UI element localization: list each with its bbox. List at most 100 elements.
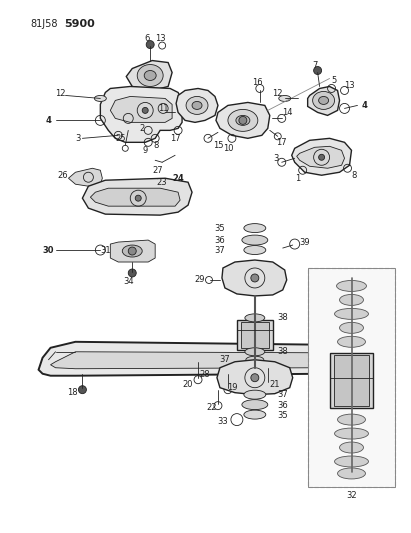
Text: 6: 6 [145, 34, 150, 43]
Bar [308, 268, 395, 487]
Ellipse shape [122, 245, 142, 257]
Text: 15: 15 [213, 141, 223, 150]
Ellipse shape [244, 224, 266, 232]
Ellipse shape [337, 414, 365, 425]
Circle shape [128, 269, 136, 277]
Polygon shape [110, 96, 172, 123]
Bar [330, 353, 374, 408]
Text: 26: 26 [57, 171, 68, 180]
Polygon shape [83, 178, 192, 215]
Circle shape [146, 41, 154, 49]
Text: 38: 38 [277, 348, 288, 356]
Text: 38: 38 [277, 313, 288, 322]
Text: 33: 33 [217, 417, 229, 426]
Polygon shape [51, 352, 339, 369]
Ellipse shape [242, 235, 268, 245]
Text: 29: 29 [195, 276, 205, 285]
Circle shape [128, 247, 136, 255]
Polygon shape [90, 188, 180, 206]
Text: 37: 37 [215, 246, 225, 255]
Ellipse shape [244, 390, 266, 399]
Bar [308, 268, 395, 487]
Text: 13: 13 [344, 81, 355, 90]
Circle shape [314, 67, 321, 75]
Polygon shape [217, 360, 293, 394]
Ellipse shape [242, 400, 268, 410]
Text: 31: 31 [100, 246, 111, 255]
Polygon shape [176, 88, 218, 123]
Bar [334, 355, 369, 406]
Bar [241, 322, 269, 348]
Ellipse shape [192, 101, 202, 109]
Text: 12: 12 [272, 89, 283, 98]
Text: 5: 5 [331, 76, 336, 85]
Text: 2: 2 [140, 124, 145, 133]
Ellipse shape [228, 109, 258, 131]
Circle shape [251, 374, 259, 382]
Ellipse shape [244, 410, 266, 419]
Text: 8: 8 [153, 141, 159, 150]
Text: 5900: 5900 [65, 19, 95, 29]
Ellipse shape [236, 116, 250, 125]
Ellipse shape [337, 468, 365, 479]
Polygon shape [308, 86, 339, 116]
Polygon shape [100, 86, 182, 142]
Ellipse shape [339, 294, 363, 305]
Circle shape [142, 108, 148, 114]
Polygon shape [69, 168, 102, 186]
Text: 35: 35 [277, 411, 288, 420]
Ellipse shape [335, 456, 368, 467]
Ellipse shape [246, 356, 264, 364]
Text: 32: 32 [346, 491, 357, 500]
Circle shape [79, 386, 86, 394]
Text: 16: 16 [252, 78, 263, 87]
Text: 3: 3 [76, 134, 81, 143]
Text: 27: 27 [153, 166, 164, 175]
Text: 36: 36 [277, 401, 288, 410]
Text: 4: 4 [46, 116, 51, 125]
Polygon shape [292, 139, 351, 175]
Ellipse shape [337, 336, 365, 348]
Polygon shape [110, 240, 155, 262]
Ellipse shape [313, 92, 335, 109]
Circle shape [135, 195, 141, 201]
Ellipse shape [319, 96, 328, 104]
Text: 37: 37 [219, 356, 230, 364]
Text: 8: 8 [352, 171, 357, 180]
Text: 34: 34 [123, 278, 134, 286]
Ellipse shape [95, 95, 106, 101]
Ellipse shape [245, 314, 265, 322]
Text: 12: 12 [55, 89, 66, 98]
Text: 30: 30 [43, 246, 54, 255]
Text: 21: 21 [270, 380, 280, 389]
Text: 17: 17 [277, 138, 287, 147]
Text: 13: 13 [155, 34, 166, 43]
Circle shape [251, 274, 259, 282]
Text: 24: 24 [172, 174, 184, 183]
Text: 11: 11 [158, 104, 169, 113]
Ellipse shape [339, 442, 363, 453]
Text: 3: 3 [273, 154, 278, 163]
Text: 10: 10 [223, 144, 233, 153]
Ellipse shape [244, 246, 266, 255]
Circle shape [239, 116, 247, 124]
Text: 9: 9 [143, 146, 148, 155]
Polygon shape [216, 102, 270, 139]
Text: 39: 39 [299, 238, 310, 247]
Text: 4: 4 [362, 101, 367, 110]
Text: 25: 25 [115, 134, 125, 143]
Ellipse shape [339, 322, 363, 333]
Ellipse shape [337, 280, 367, 292]
Ellipse shape [144, 70, 156, 80]
Ellipse shape [335, 428, 368, 439]
Text: 37: 37 [277, 390, 288, 399]
Text: 1: 1 [295, 174, 300, 183]
Text: 17: 17 [170, 134, 180, 143]
Bar [237, 320, 273, 350]
Text: 23: 23 [157, 177, 167, 187]
Polygon shape [222, 260, 287, 296]
Polygon shape [39, 342, 349, 376]
Ellipse shape [279, 95, 291, 101]
Text: 18: 18 [67, 388, 78, 397]
Ellipse shape [245, 348, 265, 356]
